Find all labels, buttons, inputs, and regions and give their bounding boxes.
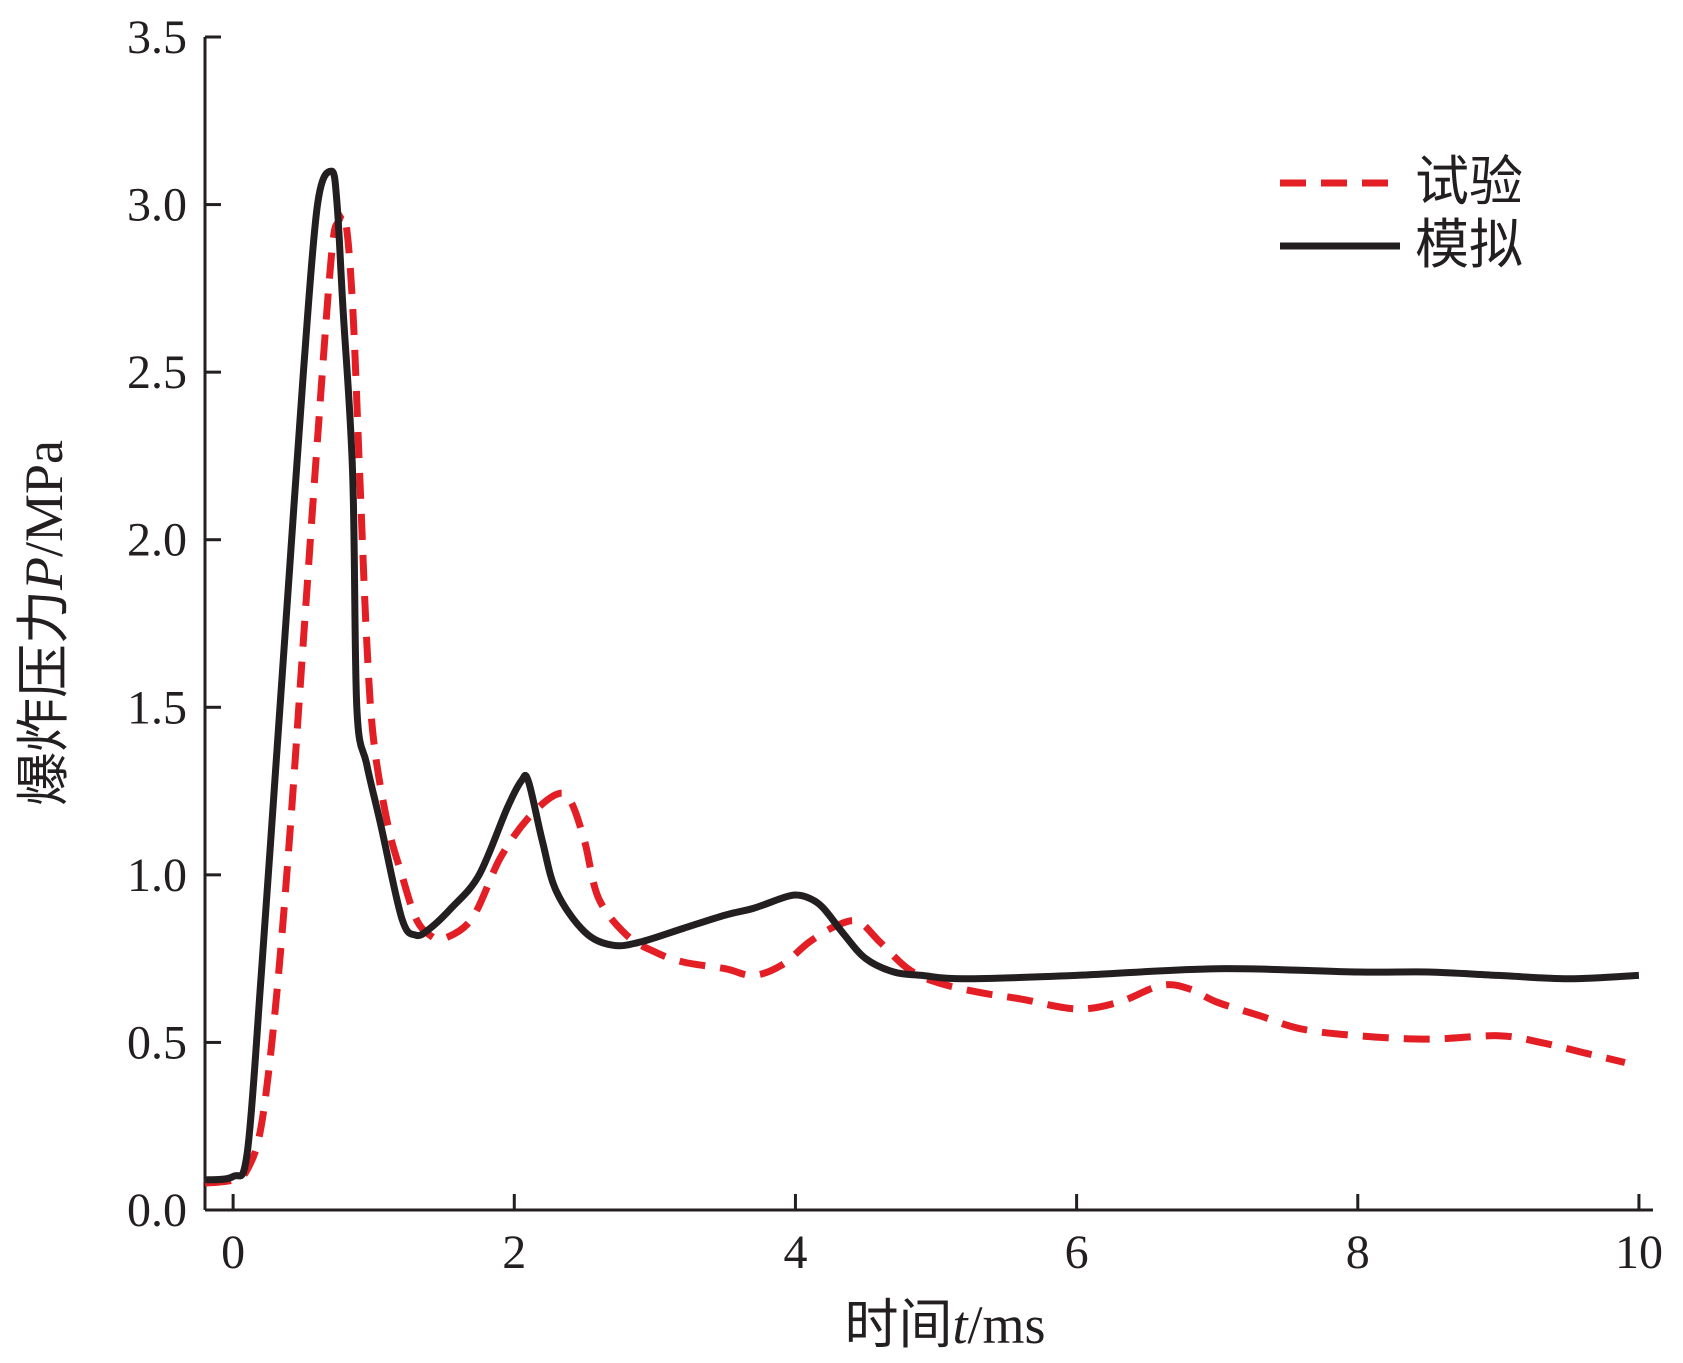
y-tick-label: 0.5 [127, 1016, 187, 1069]
y-tick-label: 2.5 [127, 346, 187, 399]
x-tick-label: 8 [1346, 1226, 1370, 1279]
y-tick-label: 3.5 [127, 11, 187, 64]
legend: 试验 模拟 [1280, 152, 1523, 275]
series-layer [204, 167, 1640, 1187]
ticks: 0 2 4 6 8 10 0.0 0.5 1.0 1.5 2.0 2.5 3.0 3.5 [127, 11, 1663, 1279]
series-line-experiment [204, 210, 1626, 1187]
y-tick-label: 1.0 [127, 849, 187, 902]
x-tick-label: 6 [1065, 1226, 1089, 1279]
y-axis-title: 爆炸压力P/MPa [14, 440, 74, 806]
y-tick-label: 3.0 [127, 179, 187, 232]
x-tick-label: 0 [221, 1226, 245, 1279]
axes [203, 37, 1653, 1212]
x-tick-label: 2 [502, 1226, 526, 1279]
x-tick-label: 10 [1615, 1226, 1663, 1279]
legend-label-experiment: 试验 [1415, 152, 1523, 212]
y-tick-label: 1.5 [127, 681, 187, 734]
x-tick-label: 4 [783, 1226, 807, 1279]
x-axis-title: 时间t/ms [844, 1295, 1045, 1355]
y-tick-label: 0.0 [127, 1184, 187, 1237]
series-line-simulation [204, 167, 1640, 1184]
y-tick-label: 2.0 [127, 514, 187, 567]
legend-label-simulation: 模拟 [1415, 215, 1523, 275]
